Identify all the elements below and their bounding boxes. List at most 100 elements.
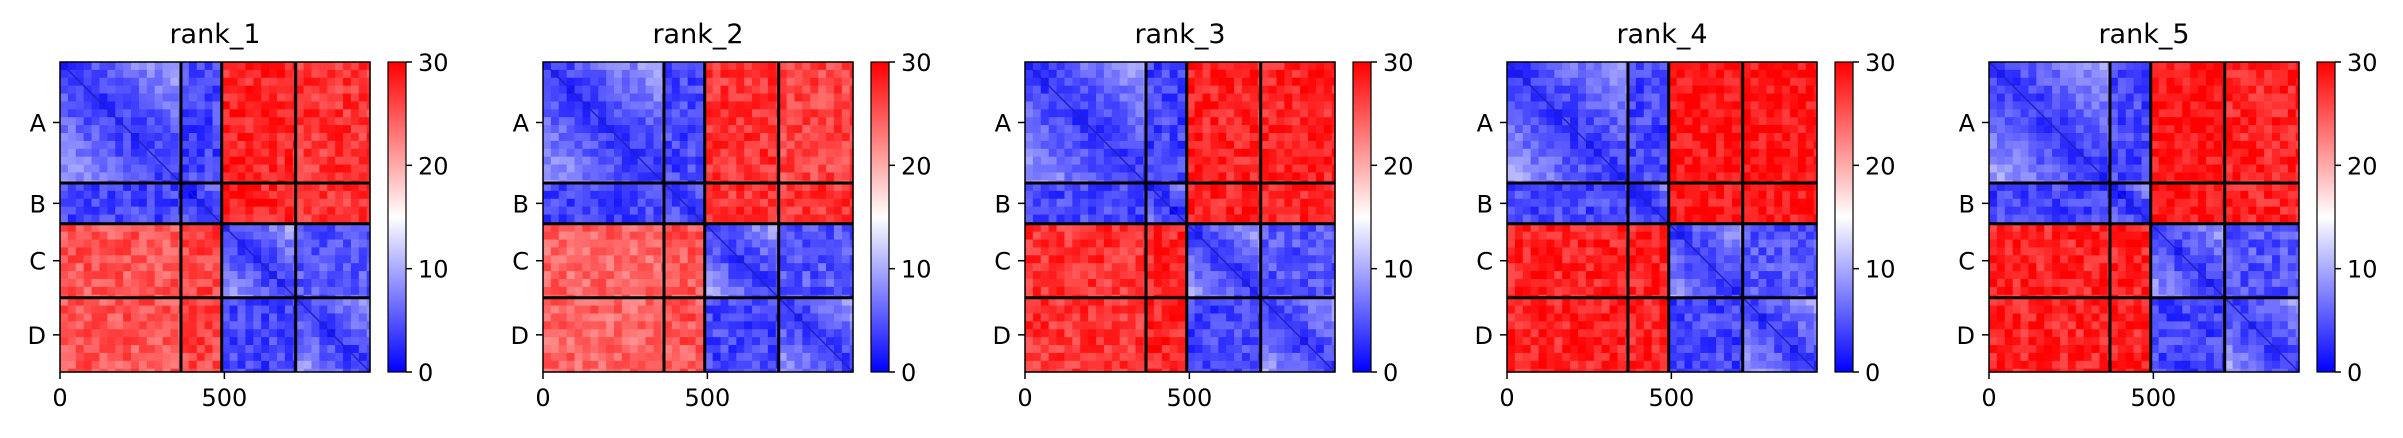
- heatmap-cell: [637, 77, 647, 87]
- heatmap-cell: [1202, 182, 1212, 192]
- heatmap-cell: [566, 247, 576, 256]
- heatmap-cell: [1276, 164, 1285, 174]
- heatmap-cell: [621, 263, 631, 272]
- heatmap-cell: [1135, 239, 1144, 249]
- heatmap-cell: [138, 77, 148, 87]
- heatmap-cell: [1300, 62, 1309, 71]
- heatmap-cell: [1145, 239, 1155, 249]
- heatmap-cell: [60, 109, 69, 118]
- heatmap-cell: [1276, 62, 1285, 71]
- heatmap-cell: [221, 172, 231, 181]
- heatmap-cell: [196, 62, 206, 71]
- heatmap-cell: [767, 297, 777, 307]
- heatmap-cell: [83, 206, 93, 216]
- heatmap-cell: [759, 239, 769, 249]
- heatmap-cell: [704, 286, 714, 296]
- heatmap-cell: [663, 140, 673, 150]
- heatmap-cell: [1064, 206, 1073, 216]
- heatmap-cell: [1194, 182, 1204, 192]
- heatmap-cell: [261, 345, 270, 354]
- heatmap-cell: [663, 223, 673, 233]
- heatmap-cell: [720, 62, 730, 71]
- heatmap-cell: [295, 109, 305, 118]
- heatmap-cell: [253, 239, 262, 249]
- heatmap-cell: [107, 337, 116, 346]
- heatmap-cell: [687, 101, 697, 110]
- heatmap-cell: [358, 255, 368, 264]
- heatmap-cell: [590, 156, 599, 166]
- heatmap-cell: [343, 206, 352, 216]
- heatmap-cell: [335, 101, 344, 110]
- heatmap-cell: [303, 368, 313, 373]
- heatmap-cell: [598, 305, 607, 315]
- heatmap-cell: [303, 77, 313, 87]
- heatmap-cell: [598, 133, 607, 142]
- heatmap-cell: [1048, 297, 1058, 307]
- heatmap-cell: [752, 109, 761, 118]
- heatmap-cell: [1080, 109, 1089, 118]
- heatmap-cell: [253, 337, 262, 346]
- heatmap-cell: [1127, 156, 1137, 166]
- heatmap-cell: [752, 69, 761, 79]
- heatmap-cell: [1202, 125, 1212, 134]
- heatmap-cell: [663, 368, 673, 373]
- heatmap-cell: [284, 352, 294, 362]
- heatmap-cell: [146, 360, 156, 370]
- heatmap-cell: [704, 255, 714, 264]
- heatmap-cell: [1145, 198, 1155, 208]
- heatmap-cell: [1064, 182, 1073, 192]
- heatmap-cell: [1111, 69, 1121, 79]
- heatmap-cell: [1064, 223, 1073, 233]
- heatmap-cell: [663, 117, 673, 126]
- heatmap-cell: [582, 206, 591, 216]
- heatmap-cell: [550, 223, 560, 233]
- heatmap-cell: [1300, 172, 1309, 181]
- heatmap-cell: [1331, 164, 1336, 174]
- heatmap-cell: [1308, 101, 1317, 110]
- heatmap-cell: [1080, 278, 1089, 288]
- heatmap-cell: [767, 239, 777, 249]
- heatmap-cell: [818, 286, 827, 296]
- heatmap-cell: [1072, 313, 1081, 322]
- heatmap-cell: [1323, 198, 1333, 208]
- heatmap-cell: [841, 255, 851, 264]
- heatmap-cell: [212, 69, 222, 79]
- heatmap-cell: [154, 352, 164, 362]
- heatmap-cell: [1103, 182, 1113, 192]
- heatmap-cell: [350, 247, 360, 256]
- heatmap-cell: [759, 329, 769, 338]
- heatmap-cell: [1331, 85, 1336, 95]
- heatmap-cell: [767, 101, 777, 110]
- heatmap-cell: [1072, 156, 1081, 166]
- heatmap-cell: [311, 239, 320, 249]
- heatmap-cell: [343, 247, 352, 256]
- heatmap-cell: [736, 329, 745, 338]
- heatmap-cell: [794, 182, 803, 192]
- heatmap-cell: [366, 223, 371, 233]
- heatmap-cell: [1096, 172, 1105, 181]
- heatmap-cell: [1234, 93, 1243, 103]
- heatmap-cell: [366, 278, 371, 288]
- heatmap-cell: [550, 133, 560, 142]
- heatmap-cell: [720, 297, 730, 307]
- heatmap-cell: [653, 345, 662, 354]
- heatmap-cell: [778, 109, 788, 118]
- heatmap-cell: [196, 337, 206, 346]
- heatmap-cell: [131, 109, 140, 118]
- heatmap-cell: [180, 109, 190, 118]
- heatmap-cell: [350, 278, 360, 288]
- heatmap-cell: [802, 198, 811, 208]
- heatmap-cell: [1284, 109, 1293, 118]
- heatmap-cell: [1308, 263, 1317, 272]
- heatmap-cell: [1276, 231, 1285, 241]
- heatmap-cell: [574, 313, 584, 322]
- heatmap-cell: [849, 125, 854, 134]
- heatmap-cell: [1315, 198, 1325, 208]
- heatmap-cell: [253, 297, 262, 307]
- heatmap-cell: [212, 368, 222, 373]
- heatmap-cell: [1056, 133, 1066, 142]
- heatmap-cell: [671, 140, 681, 150]
- heatmap-cell: [1025, 206, 1034, 216]
- heatmap-cell: [83, 133, 93, 142]
- heatmap-cell: [261, 231, 270, 241]
